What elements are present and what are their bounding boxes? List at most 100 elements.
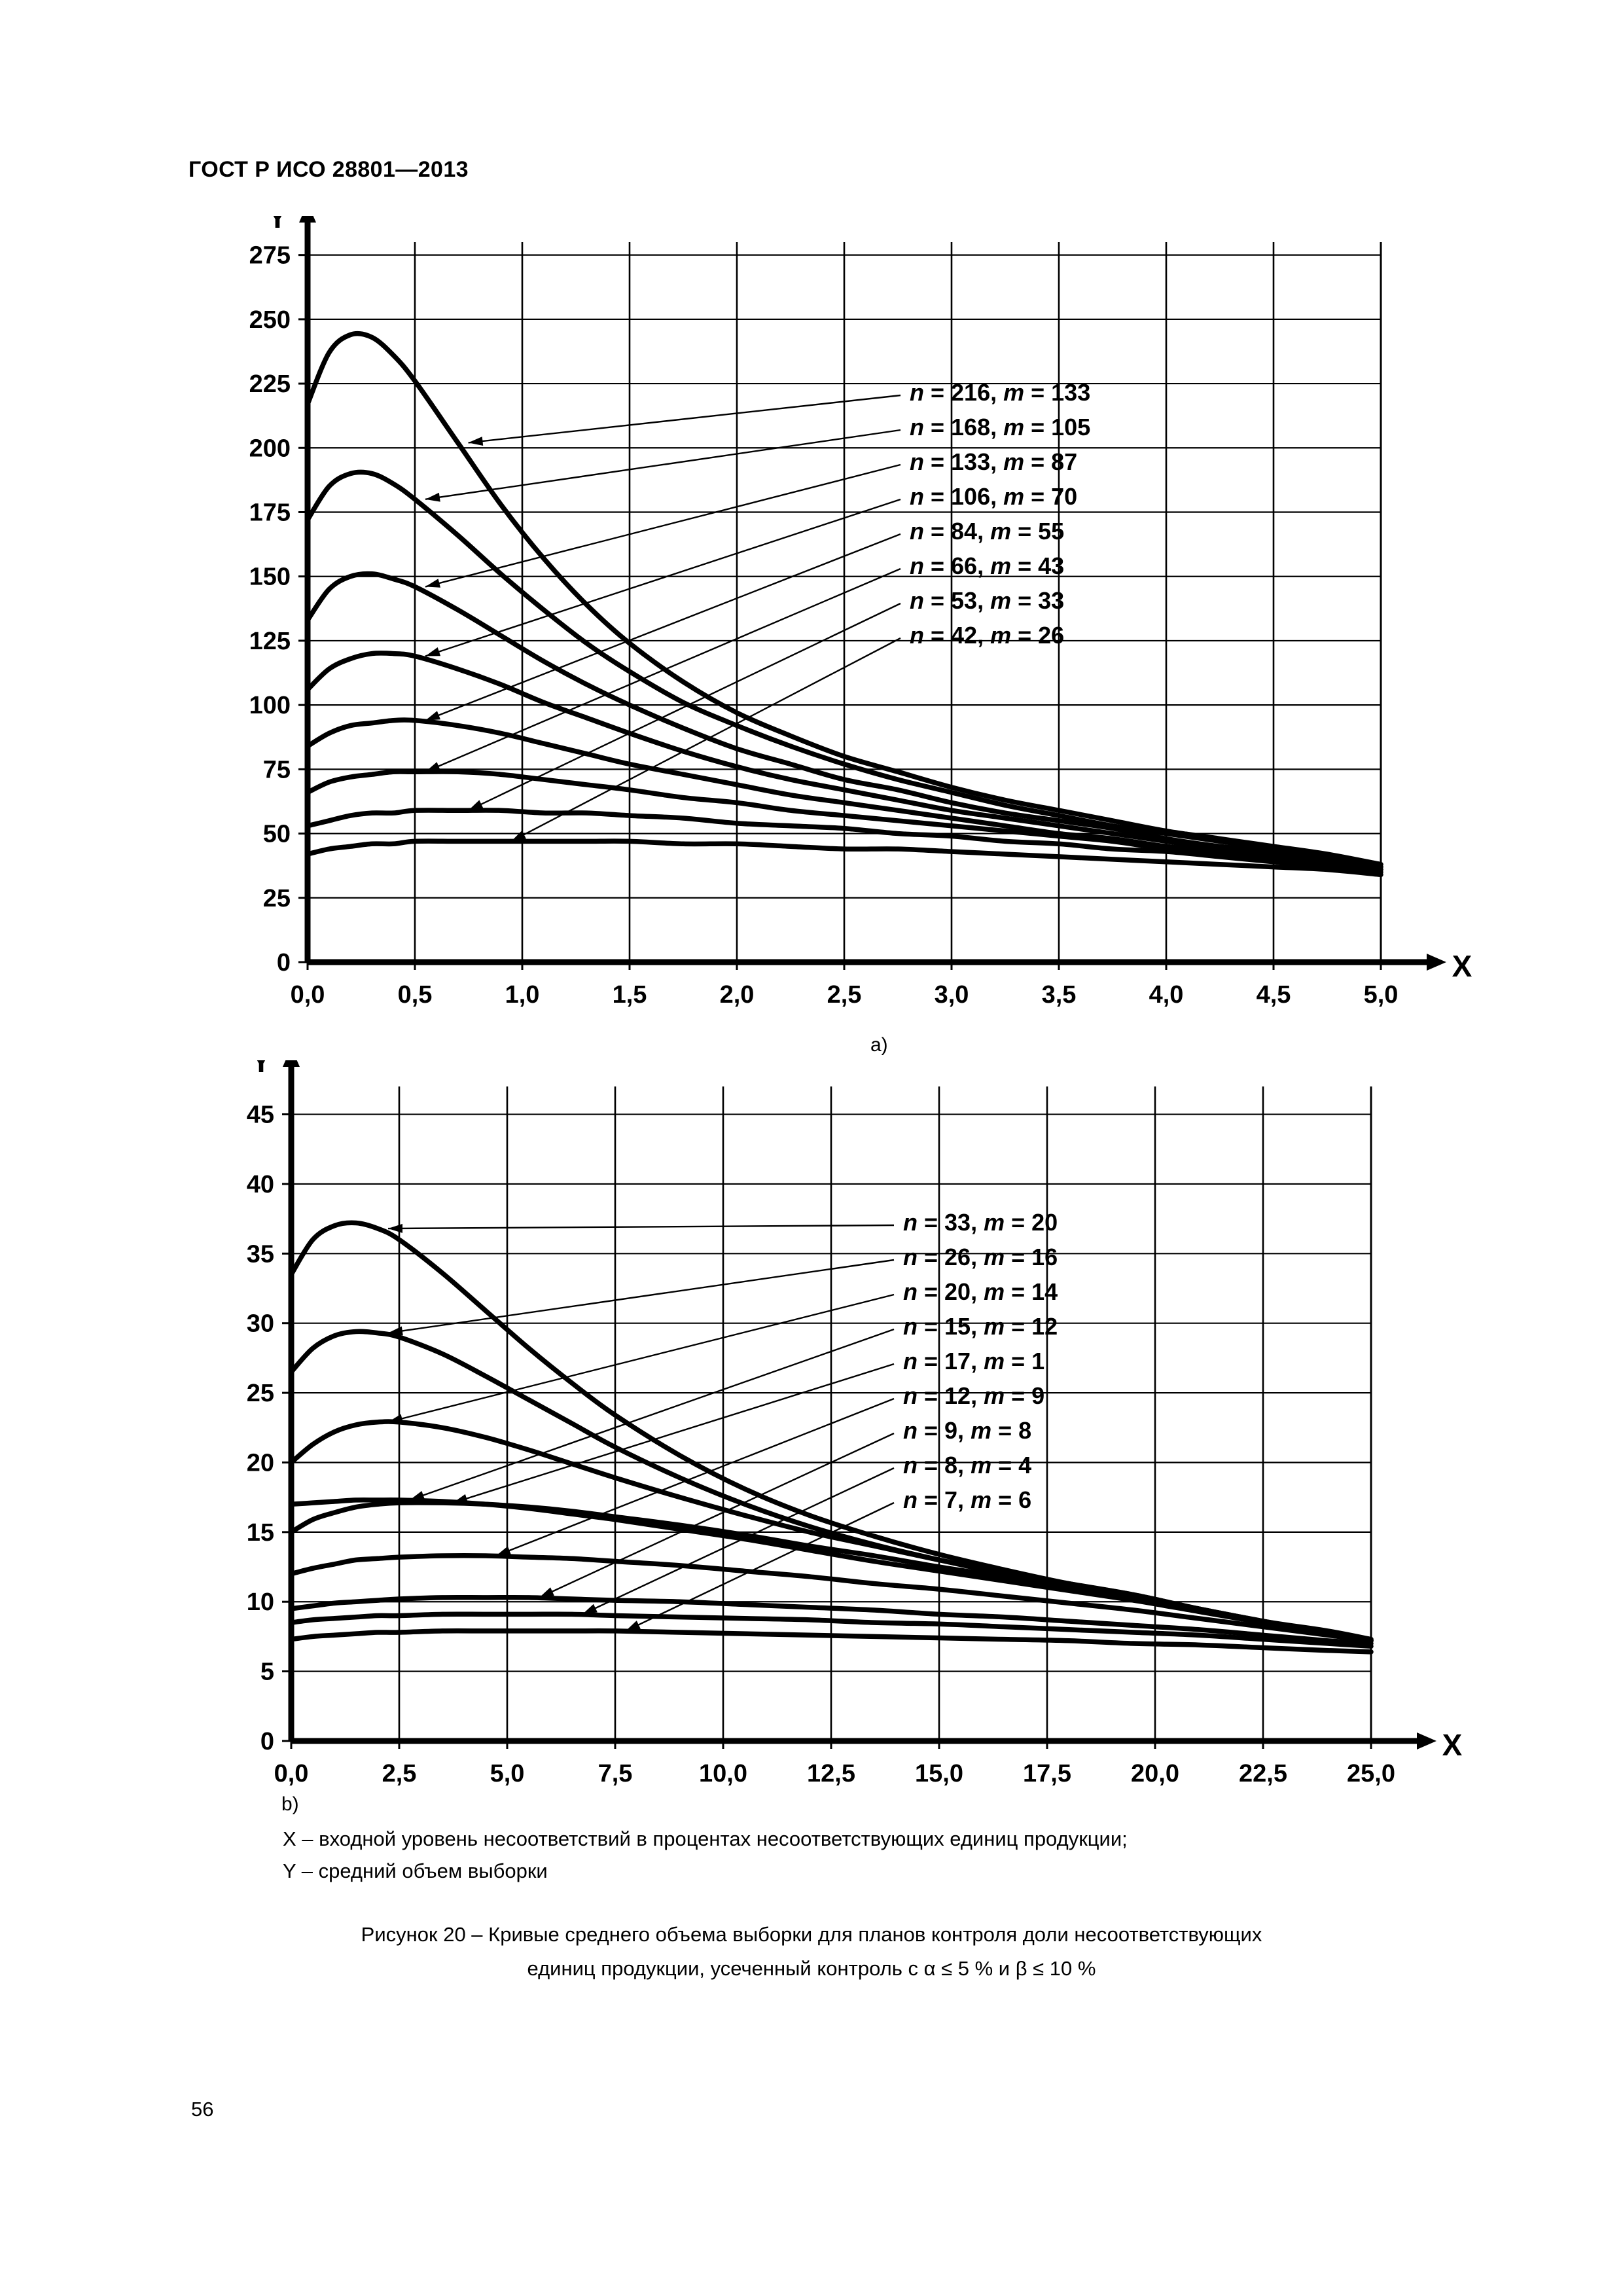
legend-leader-line <box>452 1363 895 1504</box>
key-line-x: X – входной уровень несоответствий в про… <box>283 1827 1128 1850</box>
x-tick-label: 4,5 <box>1257 981 1291 1009</box>
legend-label-106-70: n = 106, m = 70 <box>910 483 1077 510</box>
legend-leader-line <box>387 1293 895 1423</box>
document-header: ГОСТ Р ИСО 28801—2013 <box>188 157 469 182</box>
y-tick-label: 125 <box>249 628 291 655</box>
figure-20b-chart: 0 5 10 15 20 25 30 35 40 45 0,0 2,5 5,0 7,5 10,0 12,5 15… <box>164 1060 1479 1806</box>
curve-216-133 <box>305 331 1383 867</box>
legend-label-66-43: n = 66, m = 43 <box>910 552 1064 579</box>
curve-84-55 <box>305 717 1383 872</box>
y-tick-label: 225 <box>249 370 291 398</box>
y-tick-label: 5 <box>260 1659 274 1686</box>
x-tick-label: 0,0 <box>291 981 325 1009</box>
legend-label-9-8: n = 9, m = 8 <box>903 1417 1031 1444</box>
curve-12-9 <box>289 1553 1374 1643</box>
x-tick-label: 2,5 <box>382 1760 417 1787</box>
y-tick-label: 25 <box>247 1380 274 1407</box>
x-tick-label: 2,5 <box>827 981 862 1009</box>
subfigure-label-b: b) <box>281 1793 299 1815</box>
x-axis-title: X <box>1442 1728 1463 1762</box>
x-tick-label: 25,0 <box>1347 1760 1395 1787</box>
legend-leader-line <box>495 1397 895 1557</box>
x-tick-label: 10,0 <box>699 1760 747 1787</box>
figure-20a-chart: 0 25 50 75 100 125 150 175 200 225 250 275 0,0 0,5 1,0… <box>196 216 1479 1041</box>
x-tick-label: 5,0 <box>1364 981 1399 1009</box>
curve-53-33 <box>305 808 1383 875</box>
legend-leader-line <box>582 1467 895 1615</box>
x-tick-label: 22,5 <box>1239 1760 1287 1787</box>
y-tick-label: 175 <box>249 499 291 527</box>
y-tick-label: 75 <box>263 756 291 783</box>
y-tick-label: 100 <box>249 692 291 719</box>
x-tick-label: 17,5 <box>1023 1760 1071 1787</box>
curve-8-4 <box>289 1611 1374 1649</box>
x-tick-label: 0,5 <box>398 981 433 1009</box>
legend-leader-line <box>425 567 901 773</box>
y-tick-label: 45 <box>247 1102 274 1129</box>
curve-168-105 <box>305 469 1383 867</box>
y-tick-label: 0 <box>260 1728 274 1755</box>
x-axis-title: X <box>1452 949 1472 983</box>
y-tick-label: 150 <box>249 564 291 591</box>
figure-caption: Рисунок 20 – Кривые среднего объема выбо… <box>0 1918 1623 1986</box>
legend-label-216-133: n = 216, m = 133 <box>910 379 1090 406</box>
legend-leader-line <box>468 394 901 444</box>
curve-106-70 <box>305 651 1383 870</box>
x-tick-label: 5,0 <box>490 1760 525 1787</box>
legend-label-168-105: n = 168, m = 105 <box>910 414 1090 440</box>
legend-leader-line <box>468 602 901 812</box>
legend-leader-line <box>539 1432 895 1598</box>
x-tick-label: 20,0 <box>1131 1760 1179 1787</box>
legend-label-7-6: n = 7, m = 6 <box>903 1486 1031 1513</box>
legend-leader-line <box>387 1224 895 1230</box>
y-tick-label: 20 <box>247 1449 274 1477</box>
curve-9-8 <box>289 1594 1374 1646</box>
legend-label-84-55: n = 84, m = 55 <box>910 518 1064 545</box>
legend-leader-line <box>510 637 901 842</box>
legend-label-33-20: n = 33, m = 20 <box>903 1209 1058 1236</box>
legend-label-20-14: n = 20, m = 14 <box>903 1278 1058 1305</box>
curve-15-12 <box>289 1498 1374 1642</box>
curve-17-1 <box>289 1500 1374 1642</box>
x-tick-label: 1,0 <box>505 981 540 1009</box>
y-tick-label: 200 <box>249 435 291 462</box>
legend-leader-line <box>425 429 901 501</box>
y-tick-label: 10 <box>247 1588 274 1616</box>
page-number: 56 <box>191 2098 214 2121</box>
legend-label-8-4: n = 8, m = 4 <box>903 1452 1031 1479</box>
legend-leader-line <box>425 533 901 721</box>
x-tick-label: 3,0 <box>935 981 969 1009</box>
legend-label-17-1: n = 17, m = 1 <box>903 1348 1044 1374</box>
y-axis-title: Y <box>251 1060 272 1079</box>
legend-leader-line <box>625 1501 895 1632</box>
x-tick-label: 15,0 <box>915 1760 963 1787</box>
curve-42-26 <box>305 838 1383 878</box>
key-line-y: Y – средний объем выборки <box>283 1859 548 1882</box>
axis-key-block: X – входной уровень несоответствий в про… <box>283 1823 1128 1887</box>
x-tick-label: 4,0 <box>1149 981 1184 1009</box>
x-tick-label: 12,5 <box>807 1760 855 1787</box>
y-tick-label: 35 <box>247 1240 274 1268</box>
legend-label-12-9: n = 12, m = 9 <box>903 1382 1044 1409</box>
y-tick-label: 30 <box>247 1310 274 1338</box>
figure-caption-line-1: Рисунок 20 – Кривые среднего объема выбо… <box>361 1923 1262 1946</box>
legend-label-53-33: n = 53, m = 33 <box>910 587 1064 614</box>
y-tick-label: 275 <box>249 242 291 270</box>
y-tick-label: 15 <box>247 1519 274 1547</box>
figure-caption-line-2: единиц продукции, усеченный контроль с α… <box>527 1957 1096 1980</box>
legend-leader-line <box>387 1259 895 1334</box>
chart-a-svg: 0 25 50 75 100 125 150 175 200 225 250 275 0,0 0,5 1,0… <box>249 216 1472 1009</box>
legend-leader-line <box>425 463 901 588</box>
subfigure-label-a: a) <box>870 1034 888 1056</box>
legend-label-15-12: n = 15, m = 12 <box>903 1313 1058 1340</box>
chart-b-svg: 0 5 10 15 20 25 30 35 40 45 0,0 2,5 5,0 7,5 10,0 12,5 15… <box>247 1060 1463 1787</box>
y-tick-label: 40 <box>247 1171 274 1198</box>
x-tick-label: 0,0 <box>274 1760 309 1787</box>
curve-7-6 <box>289 1628 1374 1655</box>
y-tick-label: 250 <box>249 306 291 334</box>
legend-leader-line <box>425 498 901 657</box>
y-tick-label: 50 <box>263 821 291 848</box>
legend-leader-line <box>409 1328 895 1501</box>
y-axis-title: Y <box>268 216 288 234</box>
